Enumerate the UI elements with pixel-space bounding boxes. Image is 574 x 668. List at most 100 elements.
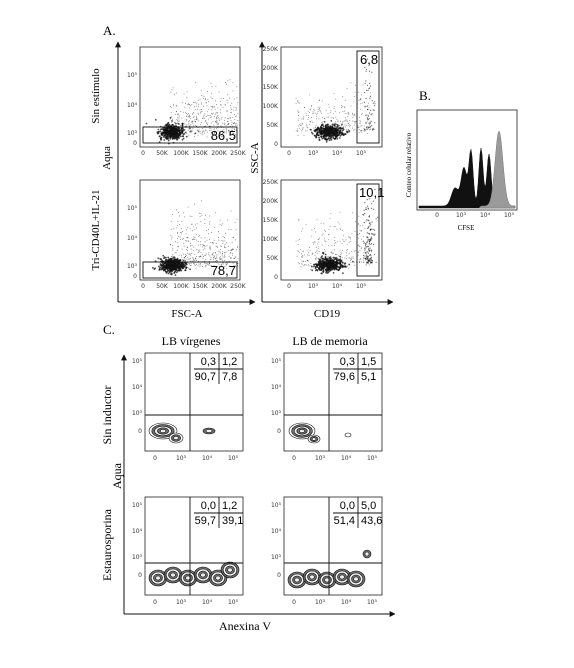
svg-text:50K: 50K bbox=[156, 283, 169, 290]
svg-text:0: 0 bbox=[287, 283, 291, 290]
panel-a-aqua-label: Aqua bbox=[101, 146, 113, 170]
plot-c3-frame bbox=[144, 496, 244, 596]
gate-a2 bbox=[356, 50, 380, 144]
col-label-memoria: LB de memoria bbox=[292, 334, 368, 348]
svg-text:10⁵: 10⁵ bbox=[132, 358, 143, 365]
panel-b-y-label: Conteo celular relativo bbox=[405, 132, 413, 197]
gate-a4-value: 10,1 bbox=[359, 185, 384, 200]
svg-text:200K: 200K bbox=[211, 150, 227, 157]
svg-text:0: 0 bbox=[138, 572, 142, 579]
svg-text:10⁴: 10⁴ bbox=[127, 235, 138, 242]
svg-text:10³: 10³ bbox=[176, 599, 187, 606]
svg-text:10⁵: 10⁵ bbox=[228, 455, 239, 462]
svg-text:150K: 150K bbox=[263, 84, 279, 91]
svg-text:10³: 10³ bbox=[271, 554, 282, 561]
gate-a2-value: 6,8 bbox=[360, 52, 378, 67]
svg-text:10³: 10³ bbox=[132, 410, 143, 417]
svg-text:150K: 150K bbox=[263, 217, 279, 224]
quadrant-gates bbox=[145, 353, 382, 595]
svg-text:10³: 10³ bbox=[308, 283, 319, 290]
svg-text:50K: 50K bbox=[156, 150, 169, 157]
svg-text:50K: 50K bbox=[266, 255, 279, 262]
scatter-a2 bbox=[295, 58, 376, 143]
plot-c1-frame bbox=[144, 352, 244, 452]
svg-text:200K: 200K bbox=[211, 283, 227, 290]
svg-text:200K: 200K bbox=[263, 65, 279, 72]
svg-text:0: 0 bbox=[133, 273, 137, 280]
plot-a4-frame bbox=[280, 179, 383, 281]
panel-c-x-label: Anexina V bbox=[219, 619, 271, 633]
svg-text:0: 0 bbox=[153, 455, 157, 462]
svg-text:10⁵: 10⁵ bbox=[356, 150, 367, 157]
svg-text:0: 0 bbox=[133, 140, 137, 147]
svg-text:150K: 150K bbox=[192, 150, 208, 157]
q-c4-ll: 51,4 bbox=[334, 515, 355, 527]
svg-text:10³: 10³ bbox=[456, 212, 467, 219]
q-c1-ur: 1,2 bbox=[222, 356, 237, 368]
scatter-a1 bbox=[145, 79, 239, 145]
panel-a-cd19-label: CD19 bbox=[314, 308, 341, 320]
row-label-sin-inductor: Sin inductor bbox=[100, 385, 114, 444]
svg-text:150K: 150K bbox=[192, 283, 208, 290]
svg-text:0: 0 bbox=[287, 150, 291, 157]
svg-text:250K: 250K bbox=[230, 283, 246, 290]
svg-text:10³: 10³ bbox=[271, 410, 282, 417]
svg-text:10⁵: 10⁵ bbox=[271, 502, 282, 509]
panel-c-aqua-label: Aqua bbox=[110, 462, 124, 489]
svg-text:0: 0 bbox=[274, 141, 278, 148]
panel-a-label: A. bbox=[103, 23, 116, 38]
svg-text:10⁴: 10⁴ bbox=[132, 384, 143, 391]
scatter-a4 bbox=[295, 188, 379, 275]
svg-text:250K: 250K bbox=[230, 150, 246, 157]
q-c3-ul: 0,0 bbox=[201, 500, 216, 512]
svg-text:10⁴: 10⁴ bbox=[132, 528, 143, 535]
svg-text:0: 0 bbox=[141, 283, 145, 290]
plot-c4-frame bbox=[283, 496, 383, 596]
gate-a4 bbox=[356, 183, 380, 277]
svg-text:10⁵: 10⁵ bbox=[356, 283, 367, 290]
q-c2-lr: 5,1 bbox=[361, 371, 376, 383]
svg-text:10⁵: 10⁵ bbox=[271, 358, 282, 365]
svg-text:10⁴: 10⁴ bbox=[480, 212, 491, 219]
plot-b-frame bbox=[416, 109, 518, 211]
svg-text:10⁴: 10⁴ bbox=[202, 455, 213, 462]
svg-text:0: 0 bbox=[141, 150, 145, 157]
svg-text:10⁴: 10⁴ bbox=[332, 283, 343, 290]
col-label-virgenes: LB vírgenes bbox=[162, 334, 221, 348]
panel-b-label: B. bbox=[419, 88, 431, 103]
svg-text:0: 0 bbox=[277, 572, 281, 579]
q-c3-lr: 39,1 bbox=[222, 515, 243, 527]
q-c4-ur: 5,0 bbox=[361, 500, 376, 512]
q-c2-ul: 0,3 bbox=[340, 356, 355, 368]
gate-a3 bbox=[142, 261, 238, 279]
panel-c-tick-labels: 0 10³ 10⁴ 10⁵ 0 10³ 10⁴ 10⁵ 0 10³ 10⁴ 10⁵ 0 10³ 10⁴ 10⁵… bbox=[132, 358, 378, 606]
plot-a1-frame bbox=[139, 46, 241, 148]
panel-b-x-label: CFSE bbox=[458, 224, 475, 232]
svg-text:0: 0 bbox=[138, 428, 142, 435]
q-c1-ll: 90,7 bbox=[195, 371, 216, 383]
q-c1-lr: 7,8 bbox=[222, 371, 237, 383]
svg-text:10⁵: 10⁵ bbox=[504, 212, 515, 219]
svg-text:10⁵: 10⁵ bbox=[367, 599, 378, 606]
panel-a-fsc-label: FSC-A bbox=[171, 308, 202, 320]
svg-text:10³: 10³ bbox=[308, 150, 319, 157]
plot-a3-frame bbox=[139, 179, 241, 281]
contour-plots bbox=[148, 422, 372, 589]
gate-a1 bbox=[142, 126, 238, 144]
svg-text:10³: 10³ bbox=[132, 554, 143, 561]
svg-text:10³: 10³ bbox=[315, 455, 326, 462]
svg-text:0: 0 bbox=[435, 212, 439, 219]
svg-text:10³: 10³ bbox=[127, 263, 138, 270]
svg-text:100K: 100K bbox=[263, 236, 279, 243]
panel-b-tick-labels: 0 10³ 10⁴ 10⁵ bbox=[435, 212, 515, 219]
svg-text:250K: 250K bbox=[263, 46, 279, 53]
q-c1-ul: 0,3 bbox=[201, 356, 216, 368]
panel-a-ssc-label: SSC-A bbox=[249, 142, 261, 173]
svg-text:10⁴: 10⁴ bbox=[271, 528, 282, 535]
q-c3-ll: 59,7 bbox=[195, 515, 216, 527]
row-label-tri: Tri-CD40L+IL-21 bbox=[90, 190, 102, 271]
q-c2-ur: 1,5 bbox=[361, 356, 376, 368]
svg-text:10⁴: 10⁴ bbox=[202, 599, 213, 606]
svg-text:50K: 50K bbox=[266, 122, 279, 129]
